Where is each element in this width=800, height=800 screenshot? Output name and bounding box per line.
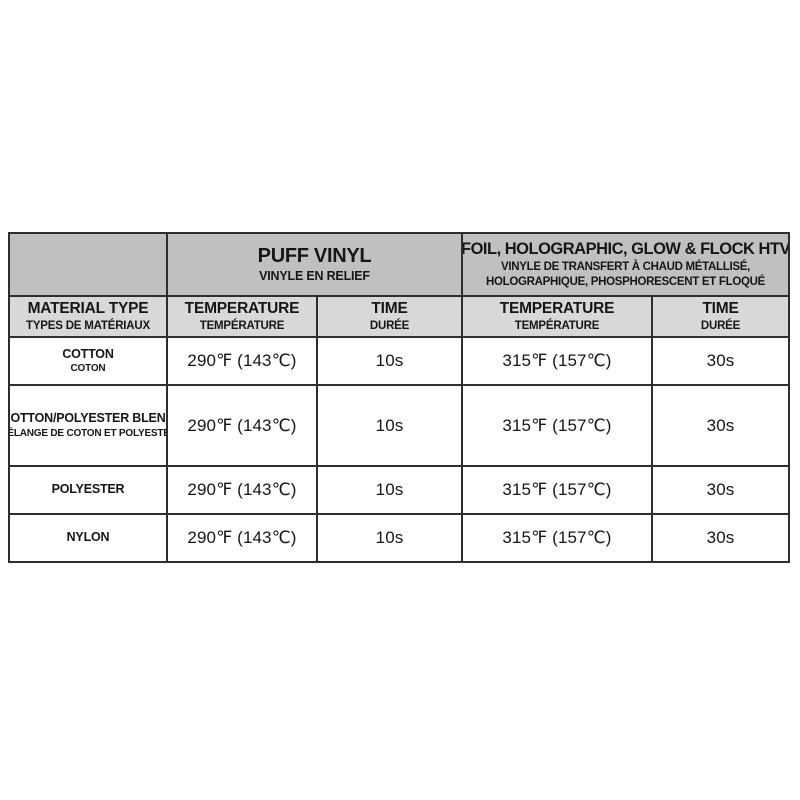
foil-time-cell: 30s	[653, 515, 788, 561]
foil-time-value: 30s	[706, 528, 735, 547]
puff-time-value: 10s	[375, 415, 404, 435]
foil-temperature-cell: 315℉ (157℃)	[463, 338, 651, 384]
puff-time-value: 10s	[375, 351, 404, 370]
foil-temperature-value: 315℉ (157℃)	[502, 480, 612, 499]
foil-temperature-value: 315℉ (157℃)	[502, 528, 612, 547]
foil-time-value: 30s	[706, 351, 735, 370]
material-cell: POLYESTER	[10, 467, 166, 513]
column-header-foil-temperature-fr: TEMPÉRATURE	[514, 319, 600, 332]
foil-time-cell: 30s	[653, 467, 788, 513]
puff-time-cell: 10s	[318, 467, 461, 513]
foil-temperature-cell: 315℉ (157℃)	[463, 515, 651, 561]
puff-temperature-value: 290℉ (143℃)	[187, 415, 297, 435]
group-subtitle-foil-line2: HOLOGRAPHIQUE, PHOSPHORESCENT ET FLOQUÉ	[485, 275, 766, 288]
puff-temperature-cell: 290℉ (143℃)	[168, 467, 316, 513]
group-title-foil-holographic: FOIL, HOLOGRAPHIC, GLOW & FLOCK HTV	[463, 239, 788, 258]
column-header-puff-temperature-en: TEMPERATURE	[184, 300, 300, 318]
puff-temperature-cell: 290℉ (143℃)	[168, 386, 316, 465]
column-header-foil-temperature: TEMPERATURE TEMPÉRATURE	[463, 297, 651, 336]
puff-time-value: 10s	[375, 528, 404, 547]
puff-time-cell: 10s	[318, 515, 461, 561]
foil-time-value: 30s	[706, 415, 735, 435]
material-name-en: NYLON	[66, 530, 110, 545]
foil-time-cell: 30s	[653, 338, 788, 384]
puff-time-value: 10s	[375, 480, 404, 499]
column-header-foil-time-fr: DURÉE	[700, 319, 741, 332]
material-name-en: COTTON/POLYESTER BLEND	[10, 411, 166, 426]
column-header-foil-time: TIME DURÉE	[653, 297, 788, 336]
material-cell: COTTON/POLYESTER BLEND MÉLANGE DE COTON …	[10, 386, 166, 465]
column-header-material-type-fr: TYPES DE MATÉRIAUX	[26, 319, 150, 332]
material-cell: COTTON COTON	[10, 338, 166, 384]
material-cell: NYLON	[10, 515, 166, 561]
column-header-puff-time-en: TIME	[371, 300, 408, 318]
foil-temperature-value: 315℉ (157℃)	[502, 351, 612, 370]
column-header-puff-temperature: TEMPERATURE TEMPÉRATURE	[168, 297, 316, 336]
puff-time-cell: 10s	[318, 386, 461, 465]
group-title-puff-vinyl: PUFF VINYL	[257, 244, 372, 267]
material-name-fr: COTON	[70, 363, 106, 375]
corner-cell	[10, 234, 166, 295]
group-subtitle-foil-line1: VINYLE DE TRANSFERT À CHAUD MÉTALLISÉ,	[500, 260, 751, 273]
foil-temperature-cell: 315℉ (157℃)	[463, 467, 651, 513]
puff-temperature-value: 290℉ (143℃)	[187, 528, 297, 547]
group-header-foil-holographic: FOIL, HOLOGRAPHIC, GLOW & FLOCK HTV VINY…	[463, 234, 788, 295]
group-header-puff-vinyl: PUFF VINYL VINYLE EN RELIEF	[168, 234, 461, 295]
puff-temperature-value: 290℉ (143℃)	[187, 480, 297, 499]
group-subtitle-puff-vinyl: VINYLE EN RELIEF	[259, 268, 370, 283]
foil-time-cell: 30s	[653, 386, 788, 465]
heat-press-settings-table: PUFF VINYL VINYLE EN RELIEF FOIL, HOLOGR…	[8, 232, 790, 563]
column-header-material-type: MATERIAL TYPE TYPES DE MATÉRIAUX	[10, 297, 166, 336]
puff-temperature-cell: 290℉ (143℃)	[168, 515, 316, 561]
column-header-puff-time-fr: DURÉE	[369, 319, 410, 332]
column-header-material-type-en: MATERIAL TYPE	[27, 300, 149, 318]
puff-temperature-value: 290℉ (143℃)	[187, 351, 297, 370]
foil-temperature-cell: 315℉ (157℃)	[463, 386, 651, 465]
foil-temperature-value: 315℉ (157℃)	[502, 415, 612, 435]
column-header-puff-time: TIME DURÉE	[318, 297, 461, 336]
material-name-fr: MÉLANGE DE COTON ET POLYESTER	[10, 427, 166, 439]
column-header-foil-time-en: TIME	[702, 300, 739, 318]
puff-time-cell: 10s	[318, 338, 461, 384]
column-header-puff-temperature-fr: TEMPÉRATURE	[199, 319, 285, 332]
puff-temperature-cell: 290℉ (143℃)	[168, 338, 316, 384]
material-name-en: POLYESTER	[51, 482, 125, 497]
material-name-en: COTTON	[62, 346, 114, 361]
column-header-foil-temperature-en: TEMPERATURE	[499, 300, 615, 318]
foil-time-value: 30s	[706, 480, 735, 499]
